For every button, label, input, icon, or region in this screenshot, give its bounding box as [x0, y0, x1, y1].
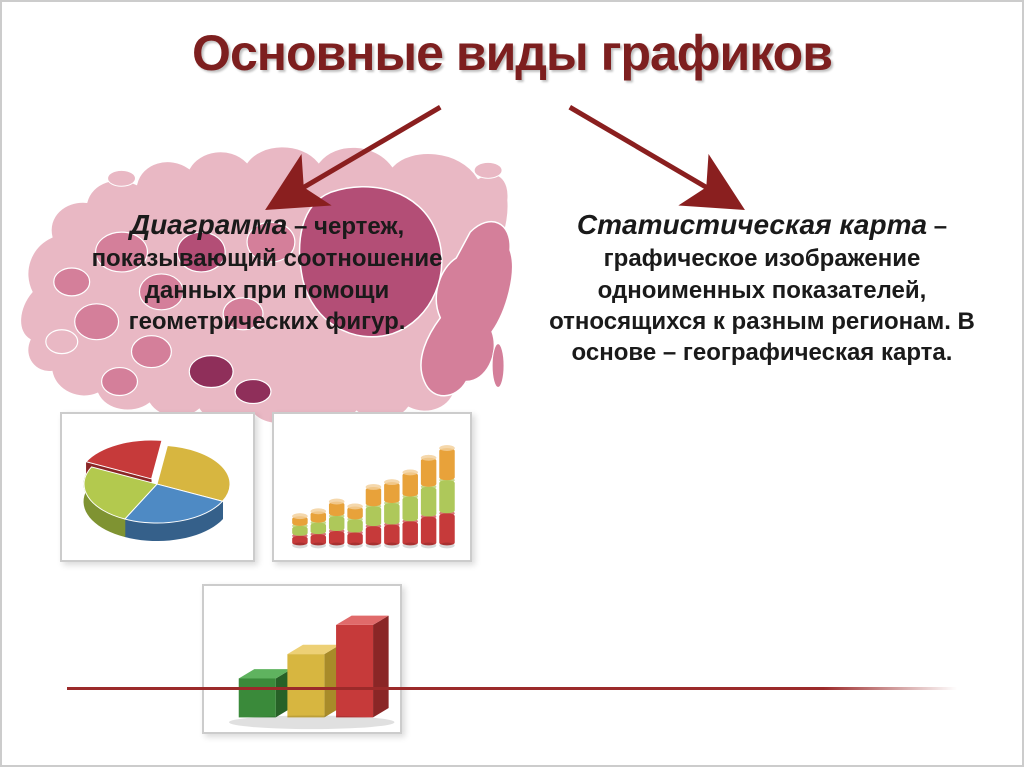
- bars3d-thumb: [202, 584, 402, 734]
- right-branch-text: Статистическая карта – графическое изобр…: [537, 207, 987, 368]
- branch-arrows: [2, 97, 1022, 217]
- right-branch: Статистическая карта – графическое изобр…: [537, 207, 987, 368]
- stacked-bars-svg: [274, 414, 470, 560]
- pie-chart-svg: [62, 414, 253, 560]
- bars3d-svg: [204, 586, 400, 732]
- footer-rule: [67, 687, 957, 690]
- arrow-right: [570, 107, 719, 195]
- left-branch-text: Диаграмма – чертеж, показывающий соотнош…: [57, 207, 477, 337]
- pie-chart-thumb: [60, 412, 255, 562]
- stacked-bars-thumb: [272, 412, 472, 562]
- left-term: Диаграмма: [130, 209, 288, 240]
- page-title: Основные виды графиков: [2, 24, 1022, 82]
- left-branch: Диаграмма – чертеж, показывающий соотнош…: [57, 207, 477, 337]
- right-term: Статистическая карта: [577, 209, 927, 240]
- arrow-left: [291, 107, 440, 195]
